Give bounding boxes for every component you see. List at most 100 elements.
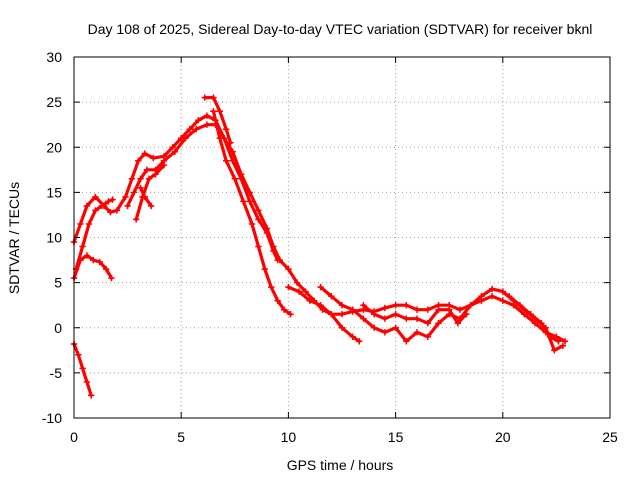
- data-point: [274, 256, 281, 264]
- data-point: [435, 306, 442, 313]
- x-tick-label: 10: [281, 429, 297, 445]
- axis-ticks: [73, 56, 611, 419]
- data-point: [306, 297, 313, 304]
- data-point: [216, 135, 223, 142]
- data-point: [90, 256, 97, 264]
- series-line-track-10: [286, 285, 361, 343]
- data-point: [216, 108, 223, 115]
- data-point: [488, 285, 496, 293]
- data-point: [559, 342, 566, 349]
- data-point: [293, 279, 301, 286]
- data-point: [488, 293, 496, 300]
- data-point: [122, 193, 129, 201]
- data-point: [270, 247, 277, 255]
- y-axis-label: SDTVAR / TECUs: [6, 182, 22, 294]
- data-point: [538, 320, 545, 327]
- x-tick-label: 0: [70, 429, 78, 445]
- data-point: [108, 274, 115, 282]
- data-point: [255, 243, 262, 250]
- data-point: [463, 311, 470, 318]
- data-point: [360, 315, 367, 322]
- chart-title: Day 108 of 2025, Sidereal Day-to-day VTE…: [88, 21, 593, 37]
- y-tick-label: 20: [46, 139, 62, 155]
- x-tick-label: 20: [495, 429, 511, 445]
- data-point: [392, 324, 399, 331]
- data-point: [413, 329, 421, 336]
- data-point: [381, 304, 389, 312]
- data-point: [516, 302, 524, 309]
- data-point: [246, 198, 253, 205]
- x-tick-labels: 0 5 10 15 20 25: [70, 429, 618, 445]
- data-point: [113, 207, 121, 214]
- data-point: [92, 193, 99, 201]
- data-point: [203, 121, 211, 128]
- data-point: [392, 311, 399, 318]
- data-point: [285, 265, 292, 273]
- data-point: [77, 220, 84, 228]
- data-point: [169, 144, 176, 151]
- data-point: [527, 311, 534, 318]
- data-point: [349, 306, 356, 313]
- data-point: [424, 333, 431, 340]
- y-tick-label: 25: [46, 94, 62, 110]
- data-point: [145, 175, 153, 182]
- data-point: [328, 293, 335, 300]
- data-point: [371, 311, 378, 318]
- data-point: [413, 315, 421, 322]
- data-point: [261, 265, 268, 273]
- data-point: [103, 265, 110, 273]
- data-point: [109, 196, 116, 203]
- data-point: [413, 306, 421, 313]
- data-point: [227, 139, 234, 146]
- y-tick-label: -10: [42, 410, 62, 426]
- data-point: [360, 302, 367, 309]
- y-tick-label: 10: [46, 230, 62, 246]
- data-point: [150, 154, 157, 162]
- data-point: [403, 315, 410, 322]
- data-point: [280, 306, 288, 313]
- data-point: [77, 256, 84, 264]
- data-point: [454, 320, 461, 327]
- data-point: [424, 306, 431, 313]
- data-point: [381, 329, 389, 336]
- data-point: [85, 220, 93, 228]
- data-point: [356, 338, 363, 345]
- data-point: [105, 198, 112, 205]
- data-point: [499, 297, 506, 304]
- data-point: [141, 150, 148, 157]
- data-point: [79, 365, 86, 372]
- data-point: [98, 202, 106, 210]
- data-point: [88, 392, 95, 399]
- data-point: [195, 117, 202, 124]
- data-point: [182, 135, 189, 142]
- data-point: [317, 283, 324, 291]
- x-tick-label: 15: [388, 429, 404, 445]
- data-point: [83, 252, 91, 259]
- data-point: [124, 202, 131, 210]
- series-line-track-9: [211, 109, 293, 316]
- data-point: [171, 148, 178, 155]
- data-point: [302, 288, 309, 295]
- data-point: [424, 320, 431, 327]
- data-point: [317, 302, 324, 309]
- data-point: [338, 311, 346, 318]
- data-point: [229, 157, 236, 164]
- data-point: [467, 302, 474, 309]
- data-point: [223, 126, 230, 133]
- data-point: [478, 293, 485, 300]
- data-point: [137, 184, 144, 192]
- data-point: [231, 175, 238, 182]
- y-tick-label: -5: [50, 365, 63, 381]
- data-point: [255, 216, 262, 223]
- data-point: [561, 338, 569, 345]
- data-point: [499, 288, 506, 295]
- data-point: [135, 157, 142, 164]
- data-point: [349, 333, 356, 340]
- data-point: [210, 94, 217, 101]
- x-axis-label: GPS time / hours: [287, 457, 394, 473]
- data-point: [285, 283, 292, 291]
- data-point: [456, 306, 464, 313]
- data-point: [75, 351, 82, 358]
